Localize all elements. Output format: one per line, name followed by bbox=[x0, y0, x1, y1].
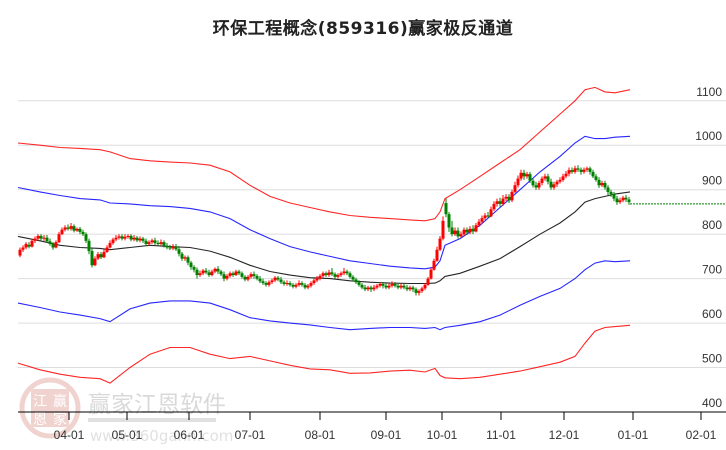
y-tick-label: 900 bbox=[702, 174, 722, 188]
band-outer-lower bbox=[17, 324, 631, 384]
watermark: 江 赢 恩 家 赢家江恩软件 www.360gann.com bbox=[19, 377, 233, 445]
y-tick-label: 400 bbox=[702, 396, 722, 410]
watermark-url: www.360gann.com bbox=[90, 427, 233, 445]
y-tick-label: 800 bbox=[702, 218, 722, 232]
x-tick-label: 05-01 bbox=[112, 428, 143, 442]
band-inner-upper bbox=[17, 135, 631, 270]
x-tick-label: 10-01 bbox=[427, 428, 458, 442]
grid-lines: 400 500 600 700 800 900 1000 1100 bbox=[18, 85, 726, 410]
watermark-brand: 赢家江恩软件 bbox=[88, 392, 226, 418]
svg-text:家: 家 bbox=[53, 411, 67, 428]
band-inner-lower bbox=[17, 260, 631, 331]
x-tick-label: 07-01 bbox=[235, 428, 266, 442]
x-tick-label: 11-01 bbox=[486, 428, 516, 442]
y-tick-label: 700 bbox=[702, 263, 722, 277]
band-outer-upper bbox=[17, 86, 631, 222]
axes: 04-01 05-01 06-01 07-01 08-01 09-01 10-01 11-01… bbox=[18, 411, 726, 442]
candlesticks bbox=[18, 165, 726, 296]
svg-text:江: 江 bbox=[33, 394, 47, 410]
x-tick-label: 04-01 bbox=[54, 428, 85, 442]
svg-text:赢: 赢 bbox=[53, 393, 67, 410]
x-tick-label: 06-01 bbox=[174, 428, 205, 442]
y-tick-label: 1100 bbox=[696, 85, 722, 99]
x-tick-label: 09-01 bbox=[371, 428, 402, 442]
y-tick-label: 500 bbox=[702, 352, 722, 366]
y-tick-label: 1000 bbox=[695, 129, 722, 143]
chart-title: 环保工程概念(859316)赢家极反通道 bbox=[212, 19, 514, 39]
y-tick-label: 600 bbox=[702, 307, 722, 321]
x-tick-label: 08-01 bbox=[305, 428, 336, 442]
channel-bands bbox=[17, 86, 631, 384]
svg-text:恩: 恩 bbox=[33, 412, 47, 428]
band-mid bbox=[17, 191, 631, 285]
x-tick-label: 01-01 bbox=[618, 428, 649, 442]
x-tick-label: 12-01 bbox=[549, 428, 580, 442]
x-tick-label: 02-01 bbox=[686, 428, 717, 442]
